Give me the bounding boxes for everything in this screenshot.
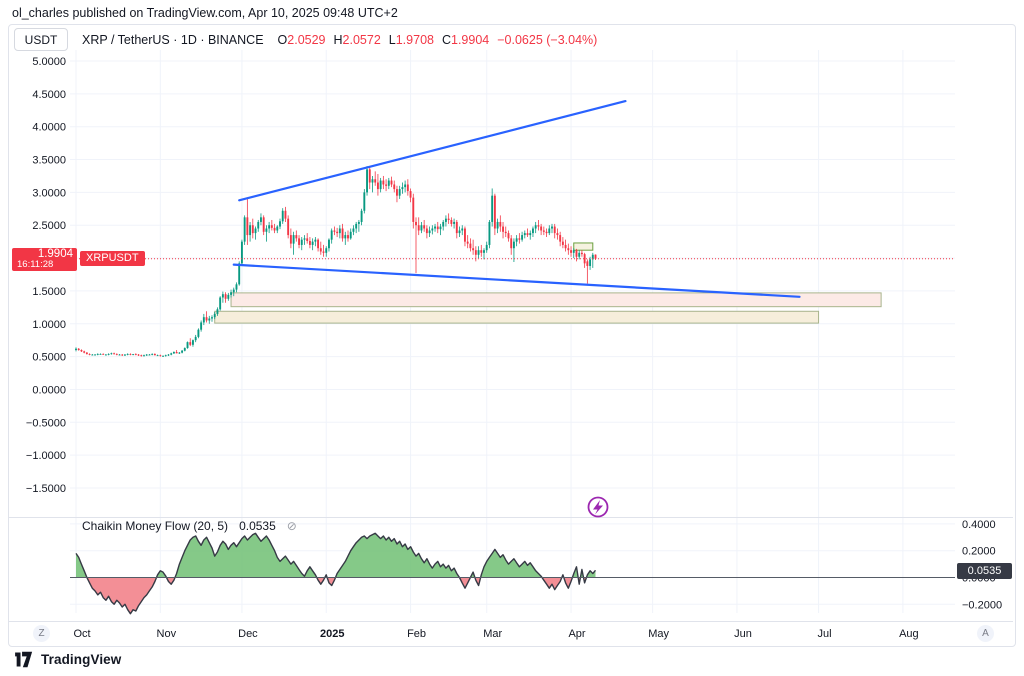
- last-price-value: 1.9904: [37, 248, 73, 260]
- axis-labels: 5.00004.50004.00003.50003.00002.50002.00…: [26, 56, 1002, 640]
- month-label: Dec: [238, 628, 258, 640]
- hide-indicator-icon[interactable]: ⊘: [286, 519, 297, 533]
- ohlc-low: L1.9708: [388, 32, 434, 47]
- indicator-header: Chaikin Money Flow (20, 5) 0.0535 ⊘: [82, 519, 297, 533]
- ohlc-close: C1.9904: [441, 32, 490, 47]
- price-tick-label: 4.5000: [32, 89, 66, 101]
- price-change: −0.0625 (−3.04%): [497, 32, 598, 47]
- cmf-indicator: [70, 532, 955, 615]
- price-tick-label: 2.5000: [32, 220, 66, 232]
- quote-currency-button[interactable]: USDT: [14, 28, 68, 51]
- indicator-tick-label: 0.4000: [962, 519, 996, 531]
- month-label: Apr: [568, 628, 585, 640]
- ohlc-open: O2.0529: [277, 32, 326, 47]
- symbol-title: XRP / TetherUS · 1D · BINANCE: [82, 32, 264, 47]
- month-label: Aug: [899, 628, 919, 640]
- price-tick-label: 5.0000: [32, 56, 66, 68]
- publisher-line: ol_charles published on TradingView.com,…: [12, 6, 398, 20]
- candlestick-series: [75, 166, 597, 357]
- month-label: Nov: [157, 628, 177, 640]
- ohlc-high: H2.0572: [333, 32, 381, 47]
- month-label: Mar: [483, 628, 502, 640]
- indicator-title[interactable]: Chaikin Money Flow (20, 5): [82, 519, 229, 533]
- bar-countdown: 16:11:28: [17, 259, 54, 270]
- month-label: Feb: [407, 628, 426, 640]
- last-price-label: 1.9904 16:11:28: [12, 248, 77, 271]
- price-tick-label: 3.5000: [32, 155, 66, 167]
- price-tick-label: −1.5000: [26, 483, 66, 495]
- price-box-annotation: [573, 242, 594, 251]
- indicator-tick-label: −0.2000: [962, 599, 1002, 611]
- symbol-bar: USDT XRP / TetherUS · 1D · BINANCE O2.05…: [14, 28, 597, 51]
- pane-separators: [9, 517, 1013, 622]
- price-tick-label: 3.0000: [32, 187, 66, 199]
- indicator-tick-label: 0.2000: [962, 546, 996, 558]
- month-label: Jul: [818, 628, 832, 640]
- symbol-price-tag[interactable]: XRPUSDT: [80, 251, 145, 266]
- trendline[interactable]: [238, 99, 627, 202]
- month-label: 2025: [320, 628, 344, 640]
- tradingview-logo-icon: [15, 651, 33, 668]
- price-tick-label: 1.0000: [32, 319, 66, 331]
- trendline[interactable]: [232, 263, 801, 298]
- price-tick-label: −1.0000: [26, 450, 66, 462]
- trendlines: [70, 99, 955, 298]
- boost-icon[interactable]: [587, 496, 609, 518]
- auto-scale-button[interactable]: A: [977, 625, 994, 642]
- price-tick-label: −0.5000: [26, 417, 66, 429]
- price-tick-label: 4.0000: [32, 122, 66, 134]
- gridlines: [70, 50, 955, 613]
- indicator-value: 0.0535: [239, 519, 276, 533]
- supply-demand-zones: [214, 242, 882, 324]
- price-tick-label: 0.5000: [32, 352, 66, 364]
- price-tick-label: 0.0000: [32, 384, 66, 396]
- tradingview-logo-text: TradingView: [41, 652, 122, 667]
- month-label: May: [648, 628, 669, 640]
- price-tick-label: 1.5000: [32, 286, 66, 298]
- timezone-button[interactable]: Z: [33, 625, 50, 642]
- month-label: Jun: [734, 628, 752, 640]
- tradingview-logo[interactable]: TradingView: [13, 651, 121, 668]
- indicator-value-badge: 0.0535: [957, 563, 1012, 579]
- month-label: Oct: [73, 628, 90, 640]
